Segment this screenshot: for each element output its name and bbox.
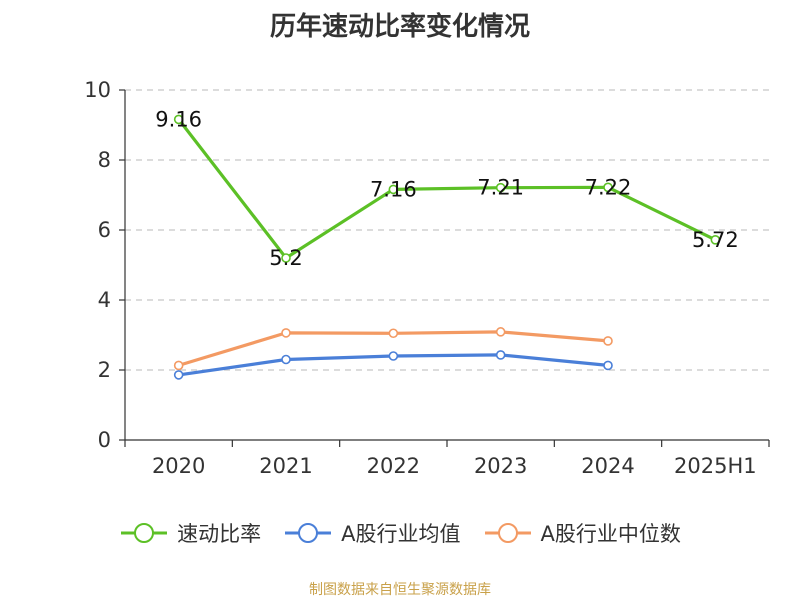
y-tick-label: 2 bbox=[98, 358, 111, 382]
data-point bbox=[173, 370, 184, 380]
series-line bbox=[177, 118, 717, 260]
legend-line-marker-icon bbox=[285, 523, 332, 543]
data-point bbox=[603, 182, 613, 193]
axes: 0 2 4 6 8 10 2020 2021 2022 2023 2024 2025H1 bbox=[84, 78, 770, 478]
chart-title: 历年速动比率变化情况 bbox=[269, 12, 530, 42]
data-label: 7.16 bbox=[370, 177, 417, 201]
data-label: 5.2 bbox=[269, 246, 302, 270]
data-label: 7.21 bbox=[477, 176, 524, 200]
legend-line-marker-icon bbox=[121, 523, 168, 543]
legend-line-marker-icon bbox=[484, 523, 531, 543]
x-tick-label: 2020 bbox=[152, 454, 205, 478]
legend-label: A股行业均值 bbox=[341, 522, 461, 546]
data-label: 7.22 bbox=[585, 175, 632, 199]
data-point bbox=[388, 351, 399, 361]
legend-marker bbox=[298, 523, 319, 543]
data-point bbox=[281, 253, 291, 263]
x-tick-label: 2021 bbox=[259, 454, 312, 478]
data-point bbox=[603, 336, 613, 346]
data-point bbox=[495, 327, 506, 337]
x-tick-label: 2024 bbox=[581, 454, 634, 478]
data-point bbox=[495, 350, 506, 360]
data-point bbox=[281, 328, 291, 338]
legend-item[interactable]: 速动比率 bbox=[119, 518, 261, 548]
legend-label: A股行业中位数 bbox=[540, 522, 681, 546]
legend-item[interactable]: A股行业均值 bbox=[283, 518, 461, 548]
data-labels: 9.16 5.2 7.16 7.21 7.22 5.72 bbox=[155, 107, 738, 270]
data-point bbox=[710, 235, 721, 245]
data-point bbox=[173, 114, 184, 125]
y-tick-label: 4 bbox=[98, 288, 111, 312]
data-point bbox=[603, 360, 613, 371]
data-point bbox=[388, 184, 399, 195]
legend-marker bbox=[497, 523, 518, 543]
x-tick-label: 2023 bbox=[474, 454, 527, 478]
data-point bbox=[388, 328, 399, 339]
legend-label: 速动比率 bbox=[177, 522, 262, 546]
x-tick-label: 2025H1 bbox=[674, 454, 757, 478]
legend-marker bbox=[134, 523, 155, 543]
grid-lines bbox=[125, 89, 769, 371]
data-point bbox=[173, 360, 184, 371]
x-tick-label: 2022 bbox=[367, 454, 420, 478]
y-tick-label: 6 bbox=[98, 218, 111, 242]
data-label: 9.16 bbox=[155, 107, 202, 131]
y-tick-label: 10 bbox=[84, 78, 111, 102]
legend-item[interactable]: A股行业中位数 bbox=[483, 518, 681, 548]
data-point bbox=[281, 354, 291, 365]
series-lines bbox=[173, 114, 721, 380]
y-tick-label: 8 bbox=[98, 148, 111, 172]
data-point bbox=[495, 182, 506, 193]
legend: 速动比率 A股行业均值 A股行业中位数 bbox=[0, 518, 800, 548]
source-note: 制图数据来自恒生聚源数据库 bbox=[309, 582, 491, 598]
data-label: 5.72 bbox=[692, 228, 739, 252]
y-tick-label: 0 bbox=[98, 428, 111, 452]
